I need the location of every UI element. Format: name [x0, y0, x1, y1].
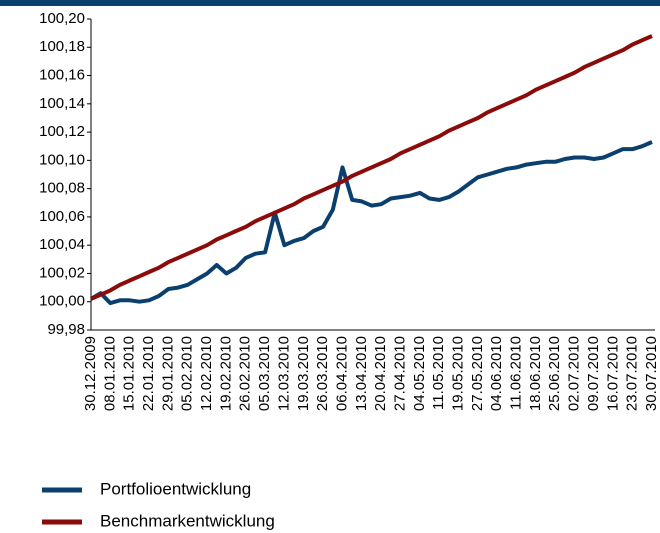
x-tick-label: 19.02.2010 — [217, 336, 234, 411]
x-tick-label: 08.01.2010 — [101, 336, 118, 411]
x-tick-label: 06.04.2010 — [333, 336, 350, 411]
x-tick-label: 13.04.2010 — [353, 336, 370, 411]
x-tick-label: 04.06.2010 — [488, 336, 505, 411]
y-tick-label: 100,20 — [39, 10, 85, 27]
x-tick-label: 23.07.2010 — [624, 336, 641, 411]
y-tick-label: 100,00 — [39, 293, 85, 310]
y-tick-label: 100,14 — [39, 95, 85, 112]
legend-label: Benchmarkentwicklung — [100, 511, 275, 530]
series-line — [89, 140, 653, 306]
x-tick-label: 11.06.2010 — [508, 336, 525, 410]
x-tick-label: 26.03.2010 — [314, 336, 331, 411]
x-tick-label: 15.01.2010 — [121, 336, 138, 411]
x-tick-label: 16.07.2010 — [604, 336, 621, 411]
x-tick-label: 02.07.2010 — [566, 336, 583, 411]
series-line — [90, 34, 653, 301]
y-tick-label: 100,02 — [39, 264, 85, 281]
x-tick-label: 05.02.2010 — [179, 336, 196, 411]
x-tick-label: 20.04.2010 — [372, 336, 389, 411]
x-tick-label: 19.03.2010 — [295, 336, 312, 411]
x-tick-label: 30.12.2009 — [82, 336, 99, 411]
x-tick-label: 22.01.2010 — [140, 336, 157, 411]
y-tick-label: 100,04 — [39, 236, 85, 253]
x-tick-label: 05.03.2010 — [256, 336, 273, 411]
y-tick-label: 100,16 — [39, 67, 85, 84]
y-tick-label: 100,06 — [39, 208, 85, 225]
x-tick-label: 12.02.2010 — [198, 336, 215, 411]
x-tick-label: 12.03.2010 — [275, 336, 292, 411]
y-tick-label: 100,10 — [39, 151, 85, 168]
x-tick-label: 27.05.2010 — [469, 336, 486, 411]
legend-label: Portfolioentwicklung — [100, 479, 251, 498]
x-tick-label: 04.05.2010 — [411, 336, 428, 411]
x-tick-label: 27.04.2010 — [391, 336, 408, 411]
x-tick-label: 25.06.2010 — [546, 336, 563, 411]
x-tick-label: 30.07.2010 — [643, 336, 660, 411]
y-tick-label: 100,08 — [39, 180, 85, 197]
x-tick-label: 29.01.2010 — [159, 336, 176, 411]
y-tick-label: 100,18 — [39, 38, 85, 55]
x-tick-label: 11.05.2010 — [430, 336, 447, 410]
y-tick-label: 100,12 — [39, 123, 85, 140]
x-tick-label: 18.06.2010 — [527, 336, 544, 411]
x-tick-label: 26.02.2010 — [237, 336, 254, 411]
y-tick-label: 99,98 — [47, 321, 85, 338]
x-tick-label: 09.07.2010 — [585, 336, 602, 411]
x-tick-label: 19.05.2010 — [450, 336, 467, 411]
header-bar — [0, 0, 660, 6]
